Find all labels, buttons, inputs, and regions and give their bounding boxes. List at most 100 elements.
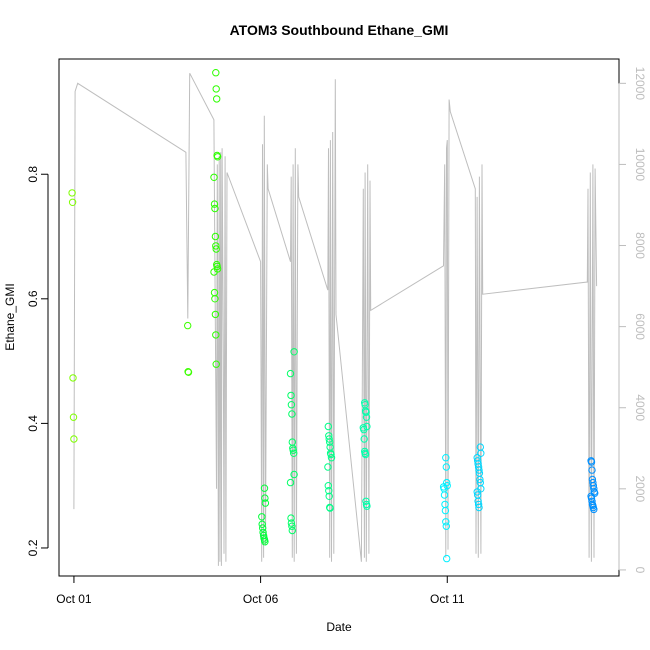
data-point (184, 321, 192, 330)
data-point (69, 374, 77, 382)
data-point (590, 505, 598, 514)
data-point (588, 466, 596, 474)
data-point (288, 522, 296, 530)
data-point (290, 348, 298, 356)
data-point (258, 513, 266, 521)
data-point (590, 485, 598, 493)
data-point (287, 391, 295, 400)
data-point (442, 522, 450, 530)
data-point (474, 500, 483, 509)
left-axis: 0.2 0.4 0.6 0.8 (26, 166, 49, 556)
data-point (261, 499, 270, 507)
altitude-line-layer (73, 72, 598, 566)
data-point (258, 520, 266, 528)
data-point (360, 435, 368, 443)
data-point (325, 492, 333, 500)
data-point (212, 245, 220, 253)
points-layer (68, 69, 599, 563)
y2-tick-label: 0 (633, 567, 647, 574)
data-point (362, 408, 370, 416)
data-point (326, 438, 334, 446)
data-point (212, 242, 220, 250)
bottom-axis: Oct 01 Oct 06 Oct 11 (56, 575, 465, 606)
altitude-line (73, 72, 598, 566)
data-point (261, 494, 269, 502)
plot-frame (58, 58, 620, 577)
data-point (288, 410, 296, 418)
data-point (287, 401, 296, 409)
data-point (213, 153, 222, 161)
data-point (290, 470, 298, 479)
data-point (362, 413, 371, 421)
data-point (325, 487, 333, 495)
data-point (213, 95, 221, 103)
data-point (211, 232, 220, 241)
data-point (211, 310, 220, 319)
y2-tick-label: 8000 (633, 232, 647, 259)
data-point (68, 189, 76, 197)
data-point (286, 369, 295, 378)
x-tick-label: Oct 06 (243, 592, 279, 606)
data-point (361, 450, 370, 459)
data-point (287, 514, 295, 522)
data-point (324, 482, 332, 490)
data-point (287, 519, 296, 527)
data-point (363, 502, 371, 510)
data-point (68, 198, 77, 207)
data-point (324, 463, 332, 471)
data-point (477, 449, 485, 457)
data-point (289, 446, 297, 454)
y2-tick-label: 12000 (633, 67, 647, 101)
data-point (440, 491, 449, 499)
x-tick-label: Oct 01 (56, 592, 92, 606)
right-axis: 0 2000 4000 6000 8000 10000 12000 (618, 67, 647, 574)
data-point (476, 475, 484, 484)
data-point (327, 454, 336, 462)
data-point (441, 506, 450, 515)
data-point (288, 526, 296, 535)
y2-tick-label: 10000 (633, 148, 647, 182)
data-point (475, 466, 483, 474)
data-point (260, 484, 269, 492)
data-point (210, 173, 218, 182)
data-point (210, 200, 219, 208)
data-point (324, 422, 332, 431)
data-point (212, 331, 220, 339)
data-point (286, 478, 295, 487)
data-point (212, 85, 220, 93)
data-point (443, 554, 451, 563)
y2-tick-label: 6000 (633, 313, 647, 340)
data-point (360, 425, 368, 434)
data-point (70, 435, 78, 443)
chart-title: ATOM3 Southbound Ethane_GMI (230, 22, 449, 38)
data-point (290, 449, 298, 457)
data-point (211, 295, 219, 303)
data-point (326, 504, 334, 512)
y-tick-label: 0.2 (26, 539, 40, 556)
data-point (362, 497, 370, 505)
data-point (261, 538, 269, 546)
y2-tick-label: 4000 (633, 394, 647, 421)
data-point (327, 450, 335, 459)
data-point (212, 360, 220, 368)
data-point (259, 524, 267, 532)
data-point (473, 488, 481, 496)
data-point (212, 69, 220, 77)
data-point (442, 518, 450, 526)
data-point (442, 463, 450, 471)
data-point (69, 413, 78, 421)
y-tick-label: 0.8 (26, 166, 40, 183)
data-point (259, 528, 267, 537)
y-tick-label: 0.4 (26, 415, 40, 432)
y2-tick-label: 2000 (633, 475, 647, 502)
y-axis-label: Ethane_GMI (3, 283, 17, 350)
data-point (475, 503, 483, 512)
data-point (587, 458, 596, 466)
data-point (441, 500, 449, 509)
data-point (210, 268, 218, 276)
x-tick-label: Oct 11 (430, 592, 465, 606)
data-point (442, 454, 450, 462)
data-point (211, 204, 219, 213)
y-tick-label: 0.6 (26, 290, 40, 307)
